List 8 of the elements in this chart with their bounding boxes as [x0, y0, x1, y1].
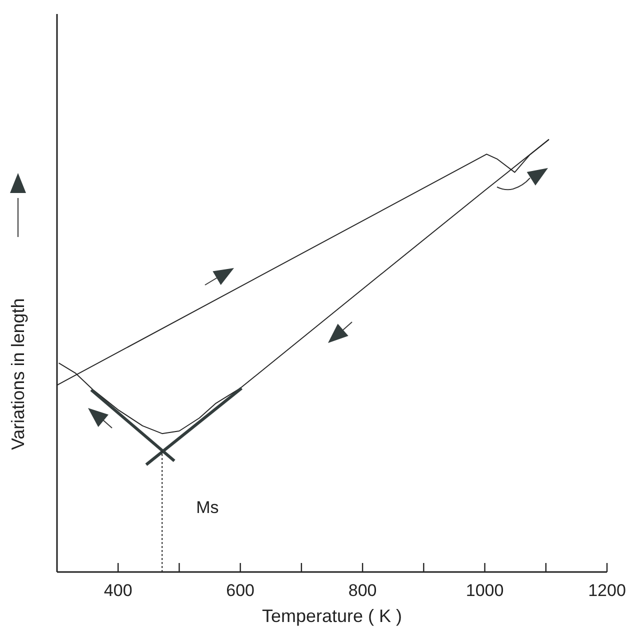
- x-axis-title: Temperature ( K ): [262, 606, 402, 626]
- y-axis-title: Variations in length: [8, 298, 28, 450]
- x-tick-label: 800: [348, 581, 377, 600]
- x-tick-label: 1200: [588, 581, 626, 600]
- x-tick-label: 400: [104, 581, 132, 600]
- x-tick-label: 1000: [466, 581, 504, 600]
- annotation: Ms: [196, 498, 219, 518]
- x-tick-label: 600: [226, 581, 255, 600]
